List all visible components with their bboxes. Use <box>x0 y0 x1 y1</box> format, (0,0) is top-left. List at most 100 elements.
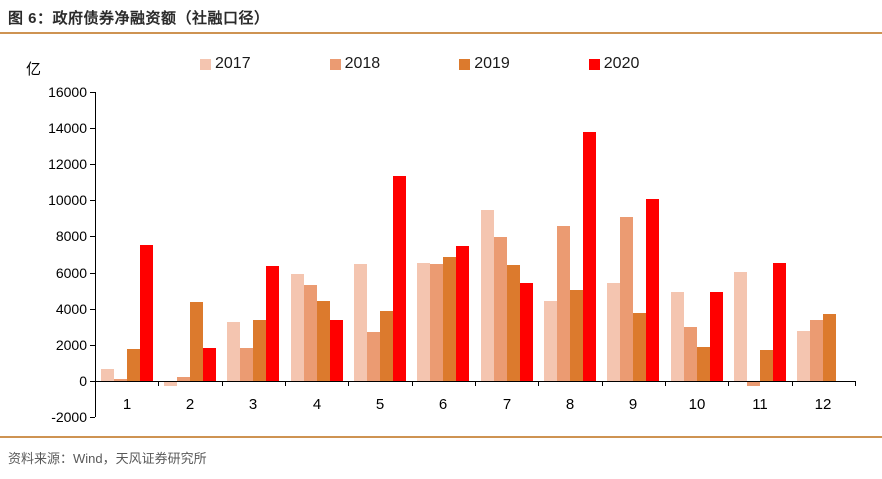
x-axis-tick-label: 2 <box>185 396 195 413</box>
bar-2018-month-8 <box>557 225 570 381</box>
bar-2017-month-10 <box>670 291 684 381</box>
y-axis-tick-label: 2000 <box>55 337 87 353</box>
bar-2019-month-5 <box>380 311 393 381</box>
y-axis-tick-label: 4000 <box>55 301 87 317</box>
bar-2019-month-9 <box>633 313 647 381</box>
x-axis-tick-label: 4 <box>312 396 322 413</box>
y-axis-tick <box>90 200 95 201</box>
bar-2018-month-5 <box>367 332 380 381</box>
y-axis-tick <box>90 92 95 93</box>
legend-item-2017: 2017 <box>200 55 251 73</box>
x-axis-tick-label: 3 <box>248 396 258 413</box>
y-axis-tick-label: -2000 <box>51 409 87 425</box>
y-axis-tick-label: 14000 <box>48 120 87 136</box>
x-axis-tick <box>158 381 159 386</box>
bar-2019-month-6 <box>443 257 457 381</box>
y-axis-tick <box>90 381 95 382</box>
bar-2019-month-4 <box>316 301 330 381</box>
y-axis-tick-label: 0 <box>79 373 87 389</box>
bar-2017-month-8 <box>544 301 557 381</box>
chart-legend: 2017 2018 2019 2020 <box>200 55 639 73</box>
legend-swatch-2019 <box>459 58 471 70</box>
bar-2019-month-10 <box>696 346 710 381</box>
y-axis-tick <box>90 273 95 274</box>
x-axis-tick <box>285 381 286 386</box>
bar-2020-month-5 <box>393 176 406 381</box>
legend-item-2018: 2018 <box>329 55 381 73</box>
bar-2019-month-2 <box>190 302 203 381</box>
x-axis-tick <box>538 381 539 386</box>
x-axis-tick-label: 10 <box>688 396 706 413</box>
x-axis-tick-label: 8 <box>565 396 575 413</box>
bar-2020-month-10 <box>709 291 723 381</box>
bar-2020-month-8 <box>583 131 596 381</box>
bar-2020-month-1 <box>139 244 153 381</box>
legend-label-2018: 2018 <box>344 55 381 72</box>
bar-2018-month-10 <box>683 326 697 381</box>
legend-swatch-2018 <box>329 58 341 70</box>
bar-2019-month-12 <box>823 314 837 381</box>
y-axis-unit-label: 亿 <box>26 61 42 78</box>
x-axis-tick <box>348 381 349 386</box>
x-axis-tick <box>412 381 413 386</box>
bar-2019-month-7 <box>506 265 520 381</box>
bar-2020-month-7 <box>519 282 533 381</box>
y-axis-tick <box>90 164 95 165</box>
footer-divider <box>0 436 882 438</box>
bar-2019-month-11 <box>760 350 773 381</box>
bar-2018-month-4 <box>303 285 317 381</box>
x-axis-tick-label: 11 <box>752 396 768 413</box>
bar-2020-month-4 <box>329 320 343 381</box>
y-axis-tick <box>90 417 95 418</box>
bar-2019-month-8 <box>570 289 583 381</box>
x-axis-tick-label: 5 <box>375 396 385 413</box>
y-axis-tick <box>90 345 95 346</box>
y-axis-tick-label: 12000 <box>48 156 87 172</box>
y-axis-tick-label: 16000 <box>48 84 87 100</box>
bar-2017-month-4 <box>290 273 304 381</box>
bar-2018-month-9 <box>620 216 634 381</box>
x-axis-tick-label: 6 <box>438 396 448 413</box>
bar-2017-month-3 <box>227 322 241 381</box>
bar-2017-month-11 <box>734 271 747 381</box>
y-axis-line <box>95 92 96 417</box>
bar-2018-month-11 <box>747 381 760 387</box>
x-axis-tick <box>728 381 729 386</box>
legend-label-2017: 2017 <box>215 55 251 72</box>
bar-2020-month-9 <box>646 198 660 381</box>
x-axis-tick-label: 7 <box>502 396 512 413</box>
legend-item-2019: 2019 <box>459 55 510 73</box>
title-divider <box>0 32 882 34</box>
bar-2019-month-3 <box>253 319 267 381</box>
bar-2018-month-12 <box>810 319 824 381</box>
x-axis-tick <box>222 381 223 386</box>
y-axis-tick-label: 8000 <box>55 228 87 244</box>
y-axis-tick-label: 6000 <box>55 265 87 281</box>
data-source-note: 资料来源：Wind，天风证券研究所 <box>8 451 207 466</box>
x-axis-tick <box>792 381 793 386</box>
bar-2017-month-2 <box>164 381 177 387</box>
legend-label-2020: 2020 <box>603 55 640 72</box>
bar-2017-month-7 <box>480 210 494 381</box>
x-axis-tick-label: 9 <box>628 396 638 413</box>
bar-2020-month-2 <box>203 347 216 381</box>
bar-2018-month-3 <box>240 347 254 381</box>
y-axis-tick-label: 10000 <box>48 192 87 208</box>
y-axis-tick <box>90 236 95 237</box>
bar-2020-month-3 <box>266 266 280 381</box>
x-axis-tick <box>665 381 666 386</box>
y-axis-tick <box>90 309 95 310</box>
x-axis-tick-label: 1 <box>122 396 132 413</box>
x-axis-tick-label: 12 <box>814 396 832 413</box>
bar-2018-month-2 <box>177 377 190 381</box>
bar-2020-month-11 <box>773 262 786 381</box>
bar-2017-month-6 <box>417 262 431 381</box>
x-axis-tick <box>475 381 476 386</box>
bar-2017-month-9 <box>607 282 621 381</box>
bar-2018-month-7 <box>493 237 507 381</box>
x-axis-tick <box>855 381 856 386</box>
bar-2018-month-1 <box>113 379 127 381</box>
bar-2017-month-5 <box>354 263 367 381</box>
